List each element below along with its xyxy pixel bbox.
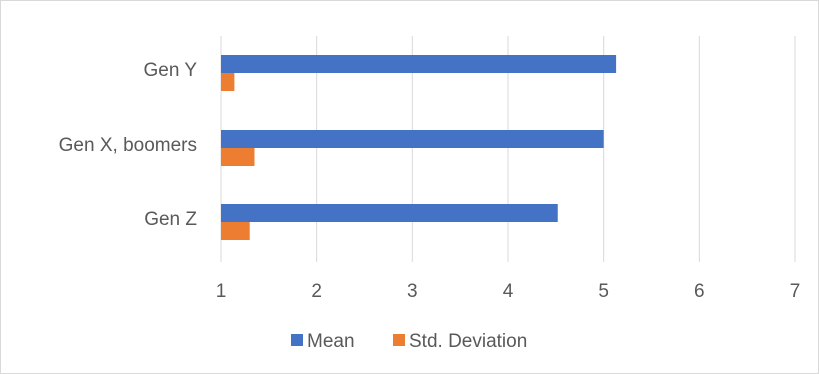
x-tick-label: 1: [216, 281, 227, 302]
legend-swatch-std-deviation: [393, 334, 405, 346]
x-tick-label: 2: [311, 281, 322, 302]
x-tick-label: 5: [598, 281, 609, 302]
category-label: Gen Y: [143, 60, 197, 81]
category-labels: Gen Y Gen X, boomers Gen Z: [59, 60, 198, 230]
x-tick-label: 4: [503, 281, 514, 302]
x-tick-label: 6: [694, 281, 705, 302]
bar-std-deviation-1: [221, 148, 255, 166]
legend-label-mean: Mean: [307, 331, 355, 352]
legend-swatch-mean: [291, 334, 303, 346]
bar-mean-2: [221, 204, 558, 222]
legend-item-std-deviation: Std. Deviation: [393, 331, 527, 352]
bars: [221, 55, 617, 240]
x-tick-label: 7: [790, 281, 801, 302]
bar-std-deviation-0: [221, 73, 235, 91]
legend: Mean Std. Deviation: [291, 331, 527, 352]
x-tick-label: 3: [407, 281, 418, 302]
bar-mean-0: [221, 55, 617, 73]
category-label: Gen X, boomers: [59, 135, 197, 156]
bar-mean-1: [221, 130, 604, 148]
x-tick-labels: 1 2 3 4 5 6 7: [216, 281, 801, 302]
legend-item-mean: Mean: [291, 331, 355, 352]
category-label: Gen Z: [144, 209, 197, 230]
bar-std-deviation-2: [221, 222, 250, 240]
legend-label-std-deviation: Std. Deviation: [409, 331, 527, 352]
